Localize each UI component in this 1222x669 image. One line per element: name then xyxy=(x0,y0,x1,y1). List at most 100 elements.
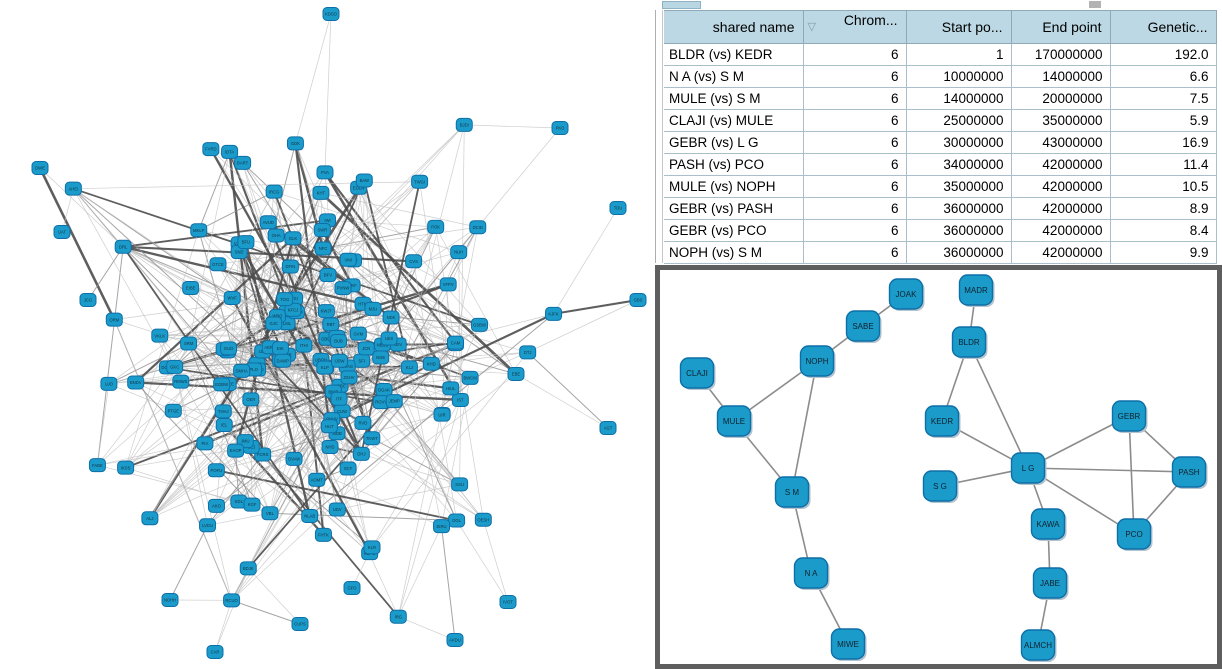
small-network-canvas[interactable]: JOAK MADR SABE BLDR NOPH CLAJI MULE KEDR GEBR L G… xyxy=(660,270,1217,664)
network-node-LG[interactable]: L G xyxy=(1010,452,1047,485)
network-node[interactable]: NDK xyxy=(382,310,400,325)
network-node[interactable]: MJU xyxy=(364,301,382,316)
network-node-PCO[interactable]: PCO xyxy=(1116,518,1153,551)
network-node[interactable]: OVAW xyxy=(285,451,303,466)
network-edge-BLDR-LG[interactable] xyxy=(968,341,1029,469)
table-row[interactable]: MULE (vs) NOPH 6 35000000 42000000 10.5 xyxy=(664,175,1217,198)
network-node[interactable]: THHJ xyxy=(214,404,232,419)
network-node[interactable]: GLK xyxy=(284,231,302,246)
network-node-KEDR[interactable]: KEDR xyxy=(924,405,961,438)
cell-genetic[interactable]: 11.4 xyxy=(1110,153,1217,176)
network-node[interactable]: GVM xyxy=(349,326,367,341)
cell-end_point[interactable]: 14000000 xyxy=(1011,65,1111,88)
cell-chromosome[interactable]: 6 xyxy=(803,43,907,66)
network-node[interactable]: BWCM xyxy=(461,370,479,385)
network-node-ALMCH[interactable]: ALMCH xyxy=(1020,629,1057,662)
table-row[interactable]: PASH (vs) PCO 6 34000000 42000000 11.4 xyxy=(664,153,1217,176)
cell-end_point[interactable]: 20000000 xyxy=(1011,87,1111,110)
network-node[interactable]: VKLK xyxy=(151,328,169,343)
cell-start_position[interactable]: 35000000 xyxy=(906,175,1012,198)
cell-chromosome[interactable]: 6 xyxy=(803,241,907,264)
cell-shared_name[interactable]: PASH (vs) PCO xyxy=(664,153,804,176)
network-node[interactable]: FVRD xyxy=(202,142,220,157)
network-node[interactable]: IRCG xyxy=(265,184,283,199)
network-node[interactable]: KDL xyxy=(230,494,248,509)
network-node[interactable]: MKLP xyxy=(190,223,208,238)
network-node[interactable]: BDJK xyxy=(239,561,257,576)
network-node[interactable]: HUT xyxy=(320,419,338,434)
network-node[interactable]: BJDI xyxy=(455,117,473,132)
cell-start_position[interactable]: 14000000 xyxy=(906,87,1012,110)
network-node[interactable]: KFCJ xyxy=(284,302,302,317)
network-node-KAWA[interactable]: KAWA xyxy=(1030,508,1067,541)
cell-genetic[interactable]: 5.9 xyxy=(1110,109,1217,132)
network-node-BLDR[interactable]: BLDR xyxy=(951,326,988,359)
cell-genetic[interactable]: 192.0 xyxy=(1110,43,1217,66)
table-row[interactable]: CLAJI (vs) MULE 6 25000000 35000000 5.9 xyxy=(664,109,1217,132)
network-node[interactable]: GFO xyxy=(343,581,361,595)
network-node[interactable]: BNDV xyxy=(127,375,145,390)
network-node[interactable]: NGE xyxy=(372,350,390,365)
cell-end_point[interactable]: 42000000 xyxy=(1011,219,1111,242)
network-node[interactable]: GSBW xyxy=(471,317,489,332)
network-node[interactable]: DTJ xyxy=(519,345,537,360)
network-node[interactable]: SFI xyxy=(353,353,371,368)
network-node[interactable]: EBE xyxy=(507,366,525,381)
network-node[interactable]: KJFK xyxy=(545,306,563,321)
network-node-NA[interactable]: N A xyxy=(793,557,830,590)
cell-start_position[interactable]: 1 xyxy=(906,43,1012,66)
network-node[interactable]: FHTK xyxy=(314,527,332,542)
network-node[interactable]: AKDU xyxy=(446,633,464,647)
network-node[interactable]: DWE xyxy=(31,161,49,175)
network-node[interactable]: OGL xyxy=(448,513,466,528)
network-node[interactable]: JGHV xyxy=(340,370,358,385)
network-node[interactable]: IDTA xyxy=(221,144,239,159)
network-node[interactable]: ORM xyxy=(105,312,123,327)
network-node[interactable]: AGT xyxy=(599,421,617,435)
network-node[interactable]: NUH xyxy=(450,245,468,260)
network-node[interactable]: PKO xyxy=(551,121,569,135)
network-node[interactable]: HIUL xyxy=(442,381,460,396)
cell-shared_name[interactable]: MULE (vs) NOPH xyxy=(664,175,804,198)
network-node[interactable]: DMHA xyxy=(233,363,251,378)
network-node[interactable]: KHT xyxy=(312,185,330,200)
network-node[interactable]: GDK xyxy=(286,136,304,151)
network-node[interactable]: EIBE xyxy=(182,280,200,295)
network-node[interactable]: RMWS xyxy=(172,374,190,389)
network-node[interactable]: EIRU xyxy=(433,519,451,534)
column-header-chromosome[interactable]: ▽ Chrom... xyxy=(803,10,907,44)
table-row[interactable]: BLDR (vs) KEDR 6 1 170000000 192.0 xyxy=(664,43,1217,66)
cell-genetic[interactable]: 7.5 xyxy=(1110,87,1217,110)
network-node[interactable]: RCUO xyxy=(223,593,241,608)
network-node[interactable]: BAW xyxy=(355,173,373,188)
network-node[interactable]: IRG xyxy=(389,609,407,624)
network-node[interactable]: IST xyxy=(451,392,469,407)
network-node[interactable]: TKWT xyxy=(363,431,381,446)
network-node[interactable]: DCID xyxy=(469,220,487,235)
network-node[interactable]: PTGE xyxy=(164,403,182,418)
cell-end_point[interactable]: 42000000 xyxy=(1011,197,1111,220)
network-node[interactable]: UJO xyxy=(100,376,118,391)
network-node[interactable]: AHEI xyxy=(64,181,82,196)
network-node[interactable]: SCF xyxy=(339,461,357,476)
network-node[interactable]: TWGI xyxy=(411,174,429,189)
cell-chromosome[interactable]: 6 xyxy=(803,197,907,220)
network-node[interactable]: JEMP xyxy=(385,394,403,409)
table-row[interactable]: GEBR (vs) L G 6 30000000 43000000 16.9 xyxy=(664,131,1217,154)
network-node[interactable]: ITHI xyxy=(295,338,313,353)
network-node[interactable]: FABE xyxy=(88,458,106,473)
table-row[interactable]: GEBR (vs) PCO 6 36000000 42000000 8.4 xyxy=(664,219,1217,242)
network-node-MULE[interactable]: MULE xyxy=(716,405,753,438)
network-node[interactable]: RVD xyxy=(354,415,372,430)
network-node-PASH[interactable]: PASH xyxy=(1171,456,1208,489)
network-node[interactable]: OHJ xyxy=(352,446,370,461)
network-node[interactable]: KDSO xyxy=(322,7,340,21)
network-node[interactable]: OHA xyxy=(267,228,285,243)
network-node[interactable]: PIA xyxy=(196,436,214,451)
cell-start_position[interactable]: 30000000 xyxy=(906,131,1012,154)
cell-start_position[interactable]: 36000000 xyxy=(906,197,1012,220)
cell-shared_name[interactable]: GEBR (vs) L G xyxy=(664,131,804,154)
network-node[interactable]: GTCE xyxy=(209,257,227,272)
network-node[interactable]: GUD xyxy=(220,341,238,356)
network-node[interactable]: POK xyxy=(427,219,445,234)
